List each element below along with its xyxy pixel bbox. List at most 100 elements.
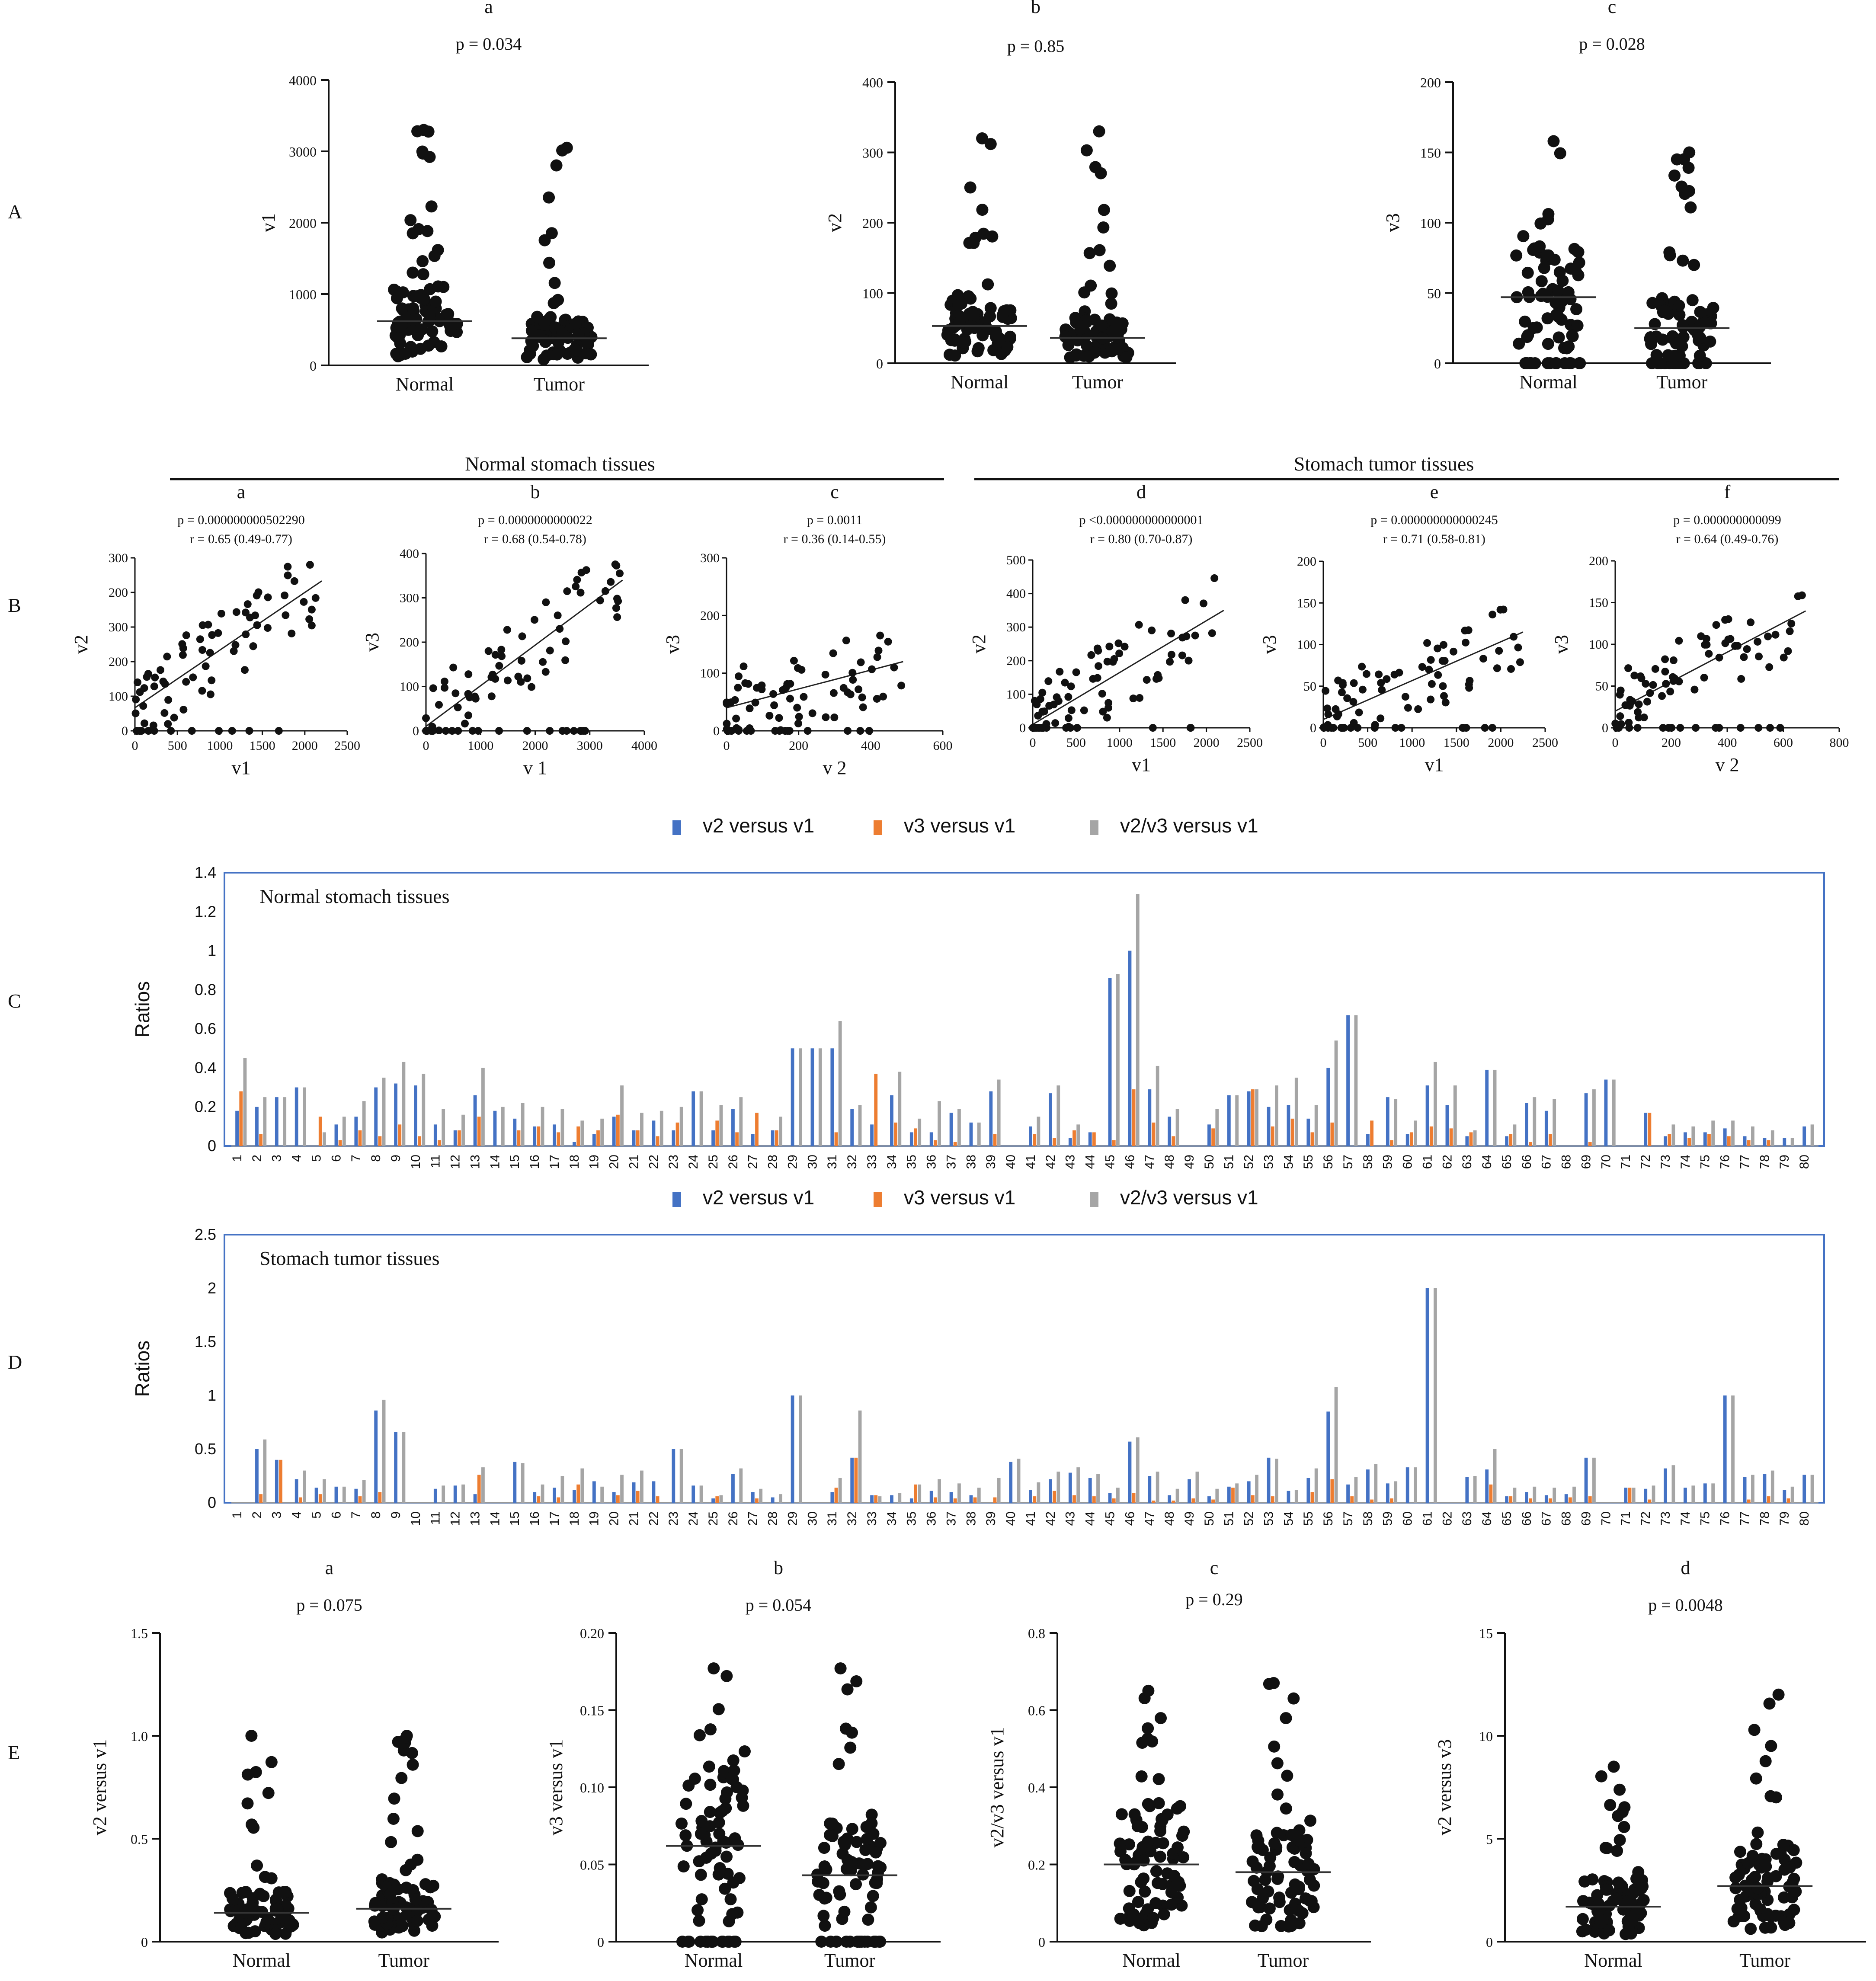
- data-point: [1612, 1876, 1625, 1889]
- data-point: [1115, 1808, 1128, 1821]
- data-point: [1114, 1913, 1127, 1925]
- bar: [1684, 1132, 1687, 1146]
- p-value: p = 0.028: [1579, 34, 1645, 54]
- bar: [858, 1410, 862, 1503]
- data-point: [1080, 144, 1093, 157]
- data-point: [1534, 217, 1547, 230]
- data-point: [830, 713, 839, 721]
- bar: [1747, 1499, 1751, 1503]
- bar: [573, 1142, 576, 1146]
- data-point: [1591, 1889, 1604, 1901]
- bar: [354, 1117, 358, 1146]
- data-point: [1064, 693, 1072, 701]
- data-point: [1488, 724, 1496, 732]
- bar: [656, 1496, 659, 1503]
- bar: [1112, 1140, 1116, 1146]
- data-point: [208, 676, 216, 685]
- data-point: [275, 727, 283, 735]
- data-point: [972, 342, 985, 354]
- data-point: [1770, 1847, 1783, 1860]
- y-tick-label: 0: [1434, 356, 1441, 371]
- data-point: [1673, 349, 1686, 362]
- y-tick-label: 0.4: [1028, 1780, 1045, 1795]
- data-point: [964, 181, 976, 194]
- bar: [1485, 1469, 1489, 1503]
- data-point: [1343, 694, 1351, 702]
- fit-line: [426, 579, 623, 727]
- bar: [1664, 1136, 1667, 1146]
- data-point: [198, 646, 207, 654]
- bar: [573, 1490, 576, 1503]
- bar: [659, 1111, 663, 1146]
- data-point: [1095, 319, 1108, 332]
- data-point: [1167, 650, 1175, 659]
- bar: [473, 1494, 477, 1503]
- data-point: [307, 621, 316, 630]
- bar: [1529, 1142, 1533, 1146]
- bar: [537, 1126, 541, 1146]
- data-point: [151, 673, 159, 682]
- data-point: [1495, 646, 1503, 655]
- data-point: [1552, 284, 1564, 297]
- data-point: [1694, 306, 1706, 318]
- data-point: [411, 1914, 423, 1927]
- x-tick-label: 16: [528, 1511, 542, 1526]
- data-point: [1072, 668, 1080, 676]
- x-tick-label: 2: [250, 1155, 264, 1162]
- x-tick-label: 45: [1103, 1155, 1117, 1169]
- data-point: [1701, 640, 1709, 649]
- bar: [799, 1048, 802, 1146]
- data-point: [1759, 1859, 1771, 1872]
- bar: [759, 1488, 763, 1503]
- data-point: [468, 726, 477, 735]
- data-point: [149, 721, 157, 730]
- row-label-C: C: [8, 990, 21, 1012]
- data-point: [1440, 692, 1448, 700]
- x-tick-label: 17: [547, 1155, 562, 1169]
- x-tick-label: 18: [567, 1155, 582, 1169]
- x-tick-label: 39: [984, 1511, 998, 1526]
- data-point: [1624, 664, 1633, 672]
- data-point: [1765, 1740, 1777, 1752]
- data-point: [1683, 146, 1696, 159]
- bar: [1509, 1134, 1513, 1146]
- bar: [1668, 1134, 1671, 1146]
- data-point: [1377, 679, 1385, 687]
- bar: [1691, 1485, 1695, 1503]
- p-value: p = 0.0048: [1648, 1595, 1723, 1615]
- data-point: [1087, 651, 1095, 659]
- data-point: [550, 159, 563, 172]
- bar: [1644, 1113, 1648, 1146]
- bar: [933, 1497, 937, 1503]
- data-point: [1604, 1799, 1617, 1811]
- data-point: [1272, 1870, 1284, 1883]
- data-point: [1496, 605, 1505, 614]
- y-tick-label: 0: [141, 1934, 148, 1950]
- data-point: [1051, 719, 1060, 727]
- data-point: [582, 566, 590, 574]
- data-point: [1745, 1923, 1757, 1935]
- bar: [338, 1140, 342, 1146]
- bar: [1207, 1496, 1211, 1503]
- data-point: [440, 677, 448, 685]
- x-tick-label: 80: [1797, 1155, 1812, 1169]
- x-tick-label: 21: [627, 1511, 641, 1526]
- data-point: [858, 693, 866, 701]
- data-point: [179, 706, 188, 714]
- bar: [755, 1113, 759, 1146]
- bar: [1156, 1066, 1159, 1146]
- bar: [1628, 1488, 1632, 1503]
- data-point: [1001, 341, 1014, 353]
- data-point: [1210, 574, 1219, 582]
- bar: [791, 1395, 794, 1503]
- bar: [1215, 1488, 1219, 1503]
- data-point: [1750, 1838, 1763, 1850]
- bar: [636, 1130, 640, 1146]
- category-label: Normal: [1122, 1950, 1180, 1971]
- data-point: [1554, 296, 1566, 308]
- bar: [1751, 1126, 1754, 1146]
- x-tick-label: 0: [724, 739, 730, 753]
- data-point: [1461, 627, 1469, 635]
